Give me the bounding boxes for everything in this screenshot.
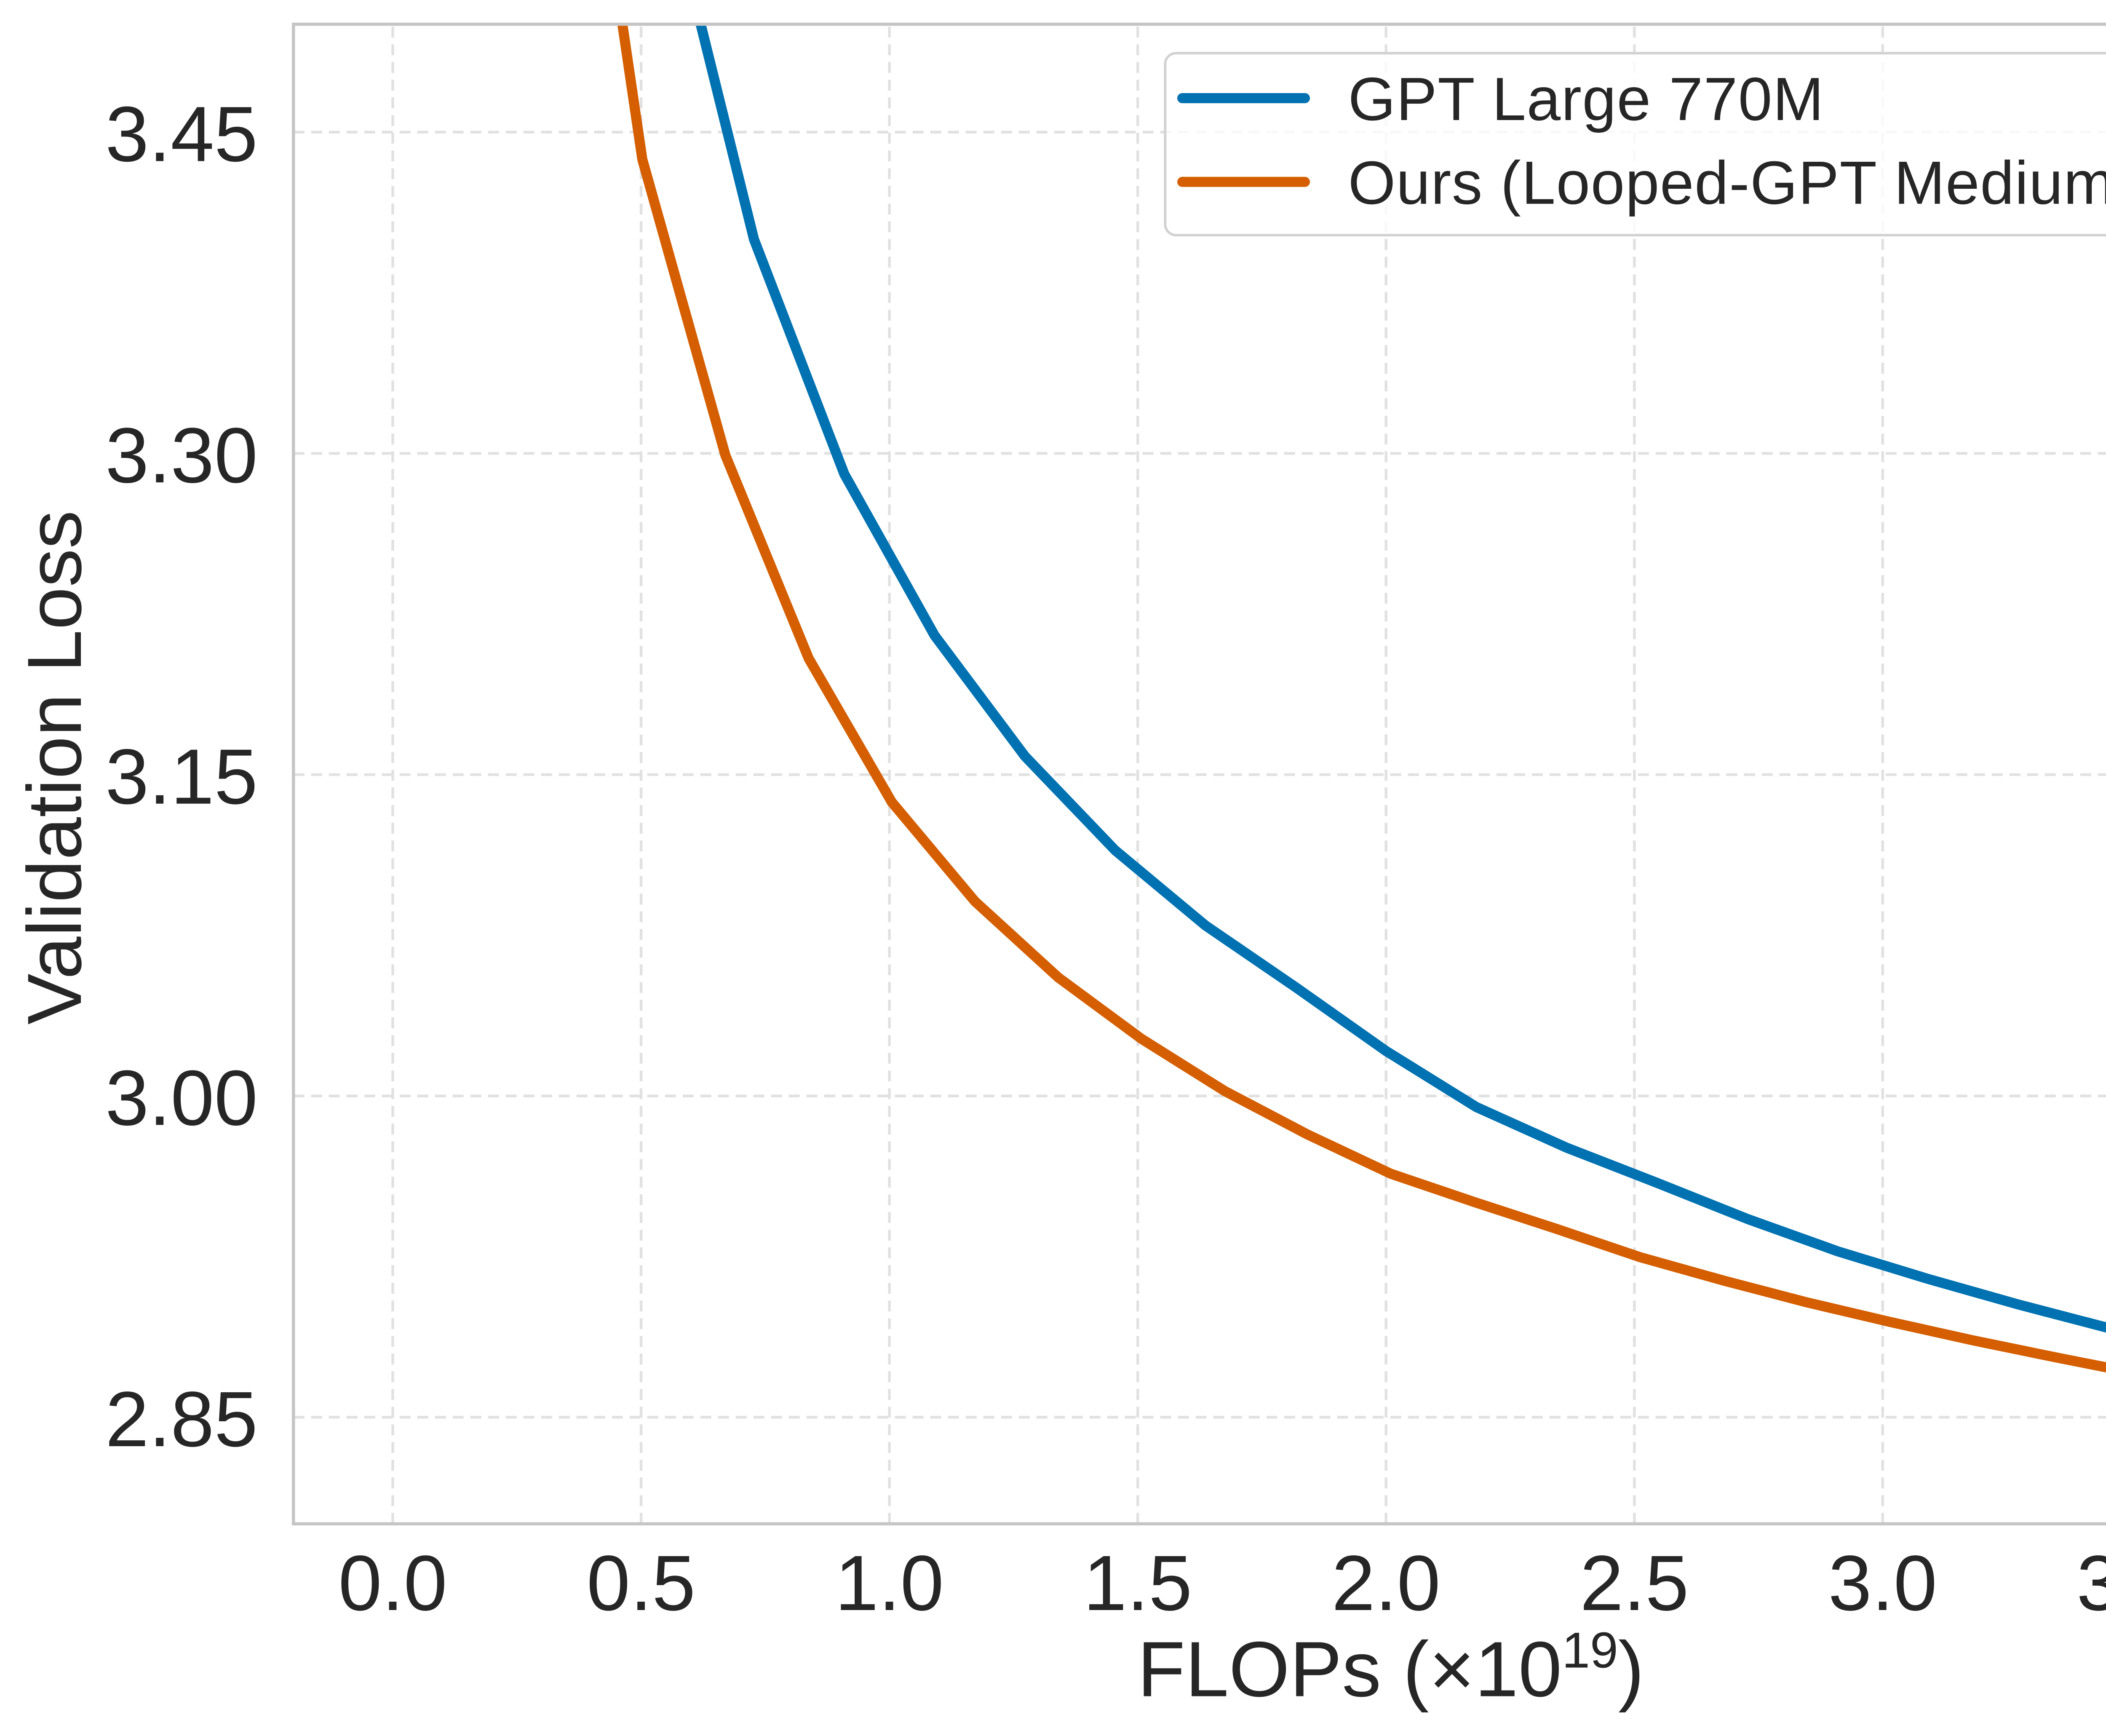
svg-text:1.5: 1.5 [1083, 1540, 1192, 1627]
svg-text:GPT Large 770M: GPT Large 770M [1348, 65, 1825, 133]
svg-text:3.5: 3.5 [2077, 1540, 2106, 1627]
svg-text:0.5: 0.5 [587, 1540, 696, 1627]
svg-text:Validation Loss: Validation Loss [11, 511, 97, 1025]
svg-text:2.0: 2.0 [1331, 1540, 1441, 1627]
svg-text:FLOPs (×1019): FLOPs (×1019) [1137, 1622, 1644, 1713]
svg-text:3.45: 3.45 [105, 91, 258, 178]
svg-text:Ours (Looped-GPT Medium 355M k: Ours (Looped-GPT Medium 355M k=4) [1348, 149, 2106, 217]
svg-text:2.5: 2.5 [1580, 1540, 1689, 1627]
svg-text:3.0: 3.0 [1828, 1540, 1938, 1627]
svg-text:1.0: 1.0 [835, 1540, 944, 1627]
svg-text:2.85: 2.85 [105, 1376, 258, 1463]
svg-text:3.30: 3.30 [105, 412, 258, 499]
svg-text:3.00: 3.00 [105, 1054, 258, 1142]
svg-text:0.0: 0.0 [338, 1540, 447, 1627]
svg-text:3.15: 3.15 [105, 733, 258, 821]
